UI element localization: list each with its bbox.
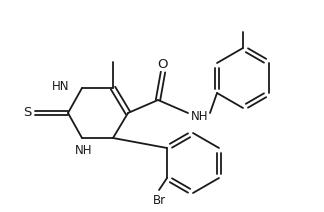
Text: NH: NH [75,145,93,158]
Text: Br: Br [153,194,166,206]
Text: NH: NH [191,110,209,123]
Text: O: O [158,57,168,71]
Text: S: S [23,106,31,120]
Text: HN: HN [52,81,69,93]
